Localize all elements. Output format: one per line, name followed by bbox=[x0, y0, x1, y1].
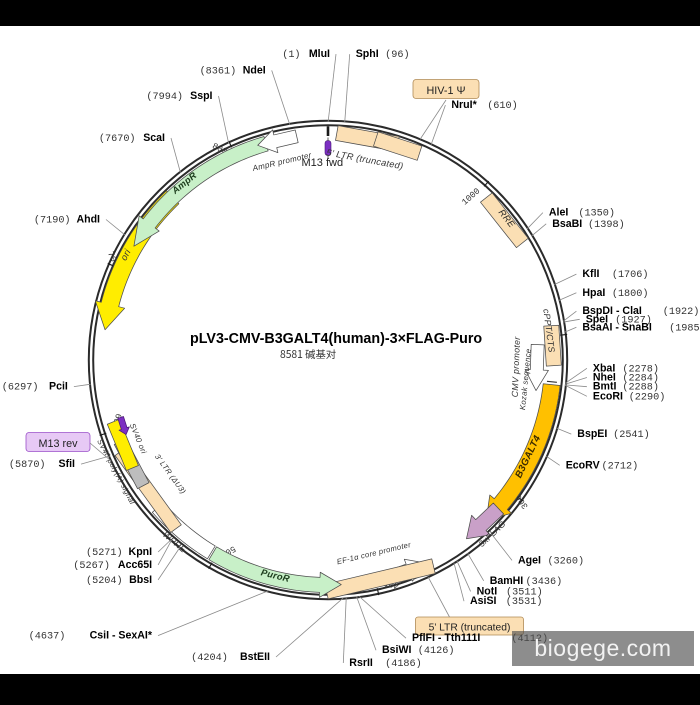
svg-text:EcoRV: EcoRV bbox=[566, 459, 600, 471]
svg-text:(1350): (1350) bbox=[578, 208, 615, 220]
svg-text:BbsI: BbsI bbox=[129, 574, 152, 586]
svg-text:pLV3-CMV-B3GALT4(human)-3×FLAG: pLV3-CMV-B3GALT4(human)-3×FLAG-Puro bbox=[190, 331, 482, 347]
svg-text:BsaBI: BsaBI bbox=[552, 218, 582, 230]
svg-text:SphI: SphI bbox=[356, 48, 379, 60]
svg-text:BspEI: BspEI bbox=[577, 428, 607, 440]
svg-text:(610): (610) bbox=[487, 100, 518, 112]
svg-text:AgeI: AgeI bbox=[518, 554, 541, 566]
svg-text:CsiI - SexAI*: CsiI - SexAI* bbox=[90, 630, 153, 642]
svg-text:M13 fwd: M13 fwd bbox=[302, 157, 344, 169]
svg-text:(7994): (7994) bbox=[146, 91, 183, 103]
svg-text:(3531): (3531) bbox=[506, 596, 543, 608]
svg-text:(3260): (3260) bbox=[547, 555, 584, 567]
svg-text:(6297): (6297) bbox=[2, 382, 39, 394]
svg-text:(1398): (1398) bbox=[588, 219, 625, 231]
svg-text:(7190): (7190) bbox=[34, 215, 71, 227]
svg-text:(1922): (1922) bbox=[663, 306, 700, 318]
svg-text:M13 rev: M13 rev bbox=[38, 438, 78, 450]
svg-text:AleI: AleI bbox=[549, 207, 568, 219]
svg-text:AsiSI: AsiSI bbox=[470, 595, 497, 607]
svg-text:8581 碱基对: 8581 碱基对 bbox=[280, 346, 336, 361]
svg-text:AhdI: AhdI bbox=[76, 214, 100, 226]
svg-text:PciI: PciI bbox=[49, 381, 68, 393]
svg-text:(1): (1) bbox=[282, 49, 300, 61]
svg-text:BstEII: BstEII bbox=[240, 651, 270, 663]
svg-text:BsaAI - SnaBI: BsaAI - SnaBI bbox=[582, 321, 652, 333]
svg-text:HIV-1 Ψ: HIV-1 Ψ bbox=[426, 85, 465, 97]
svg-text:(1706): (1706) bbox=[612, 269, 649, 281]
svg-text:PflFI - Tth111I: PflFI - Tth111I bbox=[412, 632, 480, 644]
svg-text:(3436): (3436) bbox=[526, 576, 563, 588]
svg-text:SfiI: SfiI bbox=[59, 458, 76, 470]
svg-text:KpnI: KpnI bbox=[129, 546, 153, 558]
svg-text:HpaI: HpaI bbox=[582, 287, 605, 299]
svg-text:(4186): (4186) bbox=[385, 658, 422, 670]
svg-text:Acc65I: Acc65I bbox=[118, 559, 152, 571]
svg-text:KflI: KflI bbox=[582, 268, 599, 280]
svg-text:(5271): (5271) bbox=[86, 547, 123, 559]
svg-text:(2712): (2712) bbox=[602, 460, 639, 472]
svg-text:(5204): (5204) bbox=[86, 575, 123, 587]
svg-text:(4204): (4204) bbox=[191, 652, 228, 664]
svg-text:(5267): (5267) bbox=[73, 560, 110, 572]
svg-text:SspI: SspI bbox=[190, 90, 212, 102]
svg-text:MluI: MluI bbox=[309, 48, 330, 60]
svg-text:(96): (96) bbox=[385, 49, 409, 61]
svg-text:EcoRI: EcoRI bbox=[593, 390, 623, 402]
svg-text:RsrII: RsrII bbox=[349, 657, 373, 669]
svg-text:ScaI: ScaI bbox=[143, 132, 165, 144]
svg-text:(1985): (1985) bbox=[669, 322, 700, 334]
svg-text:BsiWI: BsiWI bbox=[382, 644, 411, 656]
svg-text:(2541): (2541) bbox=[613, 429, 650, 441]
svg-text:(2290): (2290) bbox=[629, 391, 666, 403]
svg-text:NruI*: NruI* bbox=[451, 99, 477, 111]
svg-text:(1800): (1800) bbox=[612, 288, 649, 300]
svg-text:(5870): (5870) bbox=[9, 459, 46, 471]
svg-text:(4637): (4637) bbox=[29, 631, 66, 643]
svg-text:(7670): (7670) bbox=[99, 133, 136, 145]
svg-text:(4126): (4126) bbox=[418, 645, 455, 657]
svg-text:(8361): (8361) bbox=[200, 65, 237, 77]
svg-text:NdeI: NdeI bbox=[243, 64, 266, 76]
